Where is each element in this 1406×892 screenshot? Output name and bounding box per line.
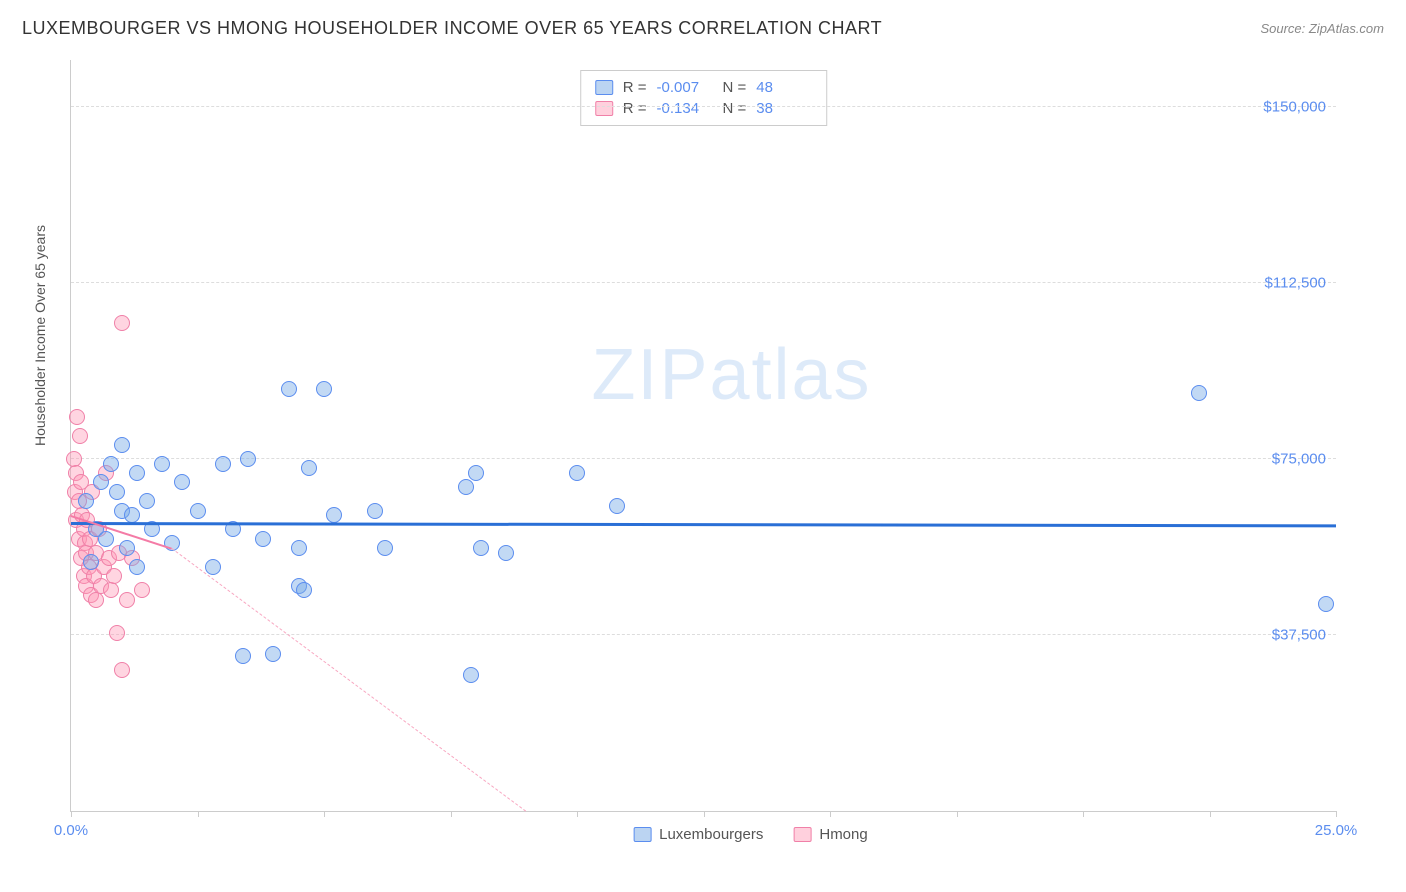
data-point [119,540,135,556]
data-point [291,540,307,556]
y-tick-label: $112,500 [1265,274,1326,291]
data-point [98,531,114,547]
data-point [255,531,271,547]
data-point [235,648,251,664]
data-point [114,437,130,453]
legend-item-luxembourgers: Luxembourgers [633,826,763,843]
x-tick [577,811,578,817]
data-point [473,540,489,556]
data-point [301,460,317,476]
scatter-plot: ZIPatlas R = -0.007 N = 48 R = -0.134 N … [70,60,1336,812]
x-tick [451,811,452,817]
data-point [78,493,94,509]
data-point [367,503,383,519]
data-point [468,465,484,481]
y-tick-label: $75,000 [1272,450,1326,467]
data-point [88,592,104,608]
correlation-legend: R = -0.007 N = 48 R = -0.134 N = 38 [580,70,828,126]
data-point [1191,385,1207,401]
data-point [109,484,125,500]
data-point [215,456,231,472]
x-tick [1083,811,1084,817]
data-point [609,498,625,514]
data-point [498,545,514,561]
data-point [139,493,155,509]
data-point [103,456,119,472]
x-tick [704,811,705,817]
watermark-logo: ZIPatlas [591,334,871,416]
data-point [1318,596,1334,612]
x-tick [198,811,199,817]
data-point [240,451,256,467]
data-point [129,559,145,575]
series-legend: Luxembourgers Hmong [633,826,868,843]
data-point [154,456,170,472]
x-tick-label: 25.0% [1315,822,1358,839]
data-point [72,428,88,444]
swatch-blue-icon [633,827,651,842]
x-tick [71,811,72,817]
data-point [129,465,145,481]
swatch-blue-icon [595,80,613,95]
data-point [124,507,140,523]
data-point [463,667,479,683]
trend-line [71,522,1336,527]
data-point [281,381,297,397]
data-point [265,646,281,662]
x-tick [830,811,831,817]
data-point [316,381,332,397]
y-tick-label: $37,500 [1272,626,1326,643]
data-point [296,582,312,598]
data-point [114,315,130,331]
gridline [71,634,1336,635]
data-point [114,662,130,678]
data-point [83,554,99,570]
data-point [93,474,109,490]
data-point [569,465,585,481]
gridline [71,106,1336,107]
legend-item-hmong: Hmong [793,826,867,843]
data-point [119,592,135,608]
data-point [103,582,119,598]
data-point [377,540,393,556]
data-point [190,503,206,519]
data-point [326,507,342,523]
chart-area: Householder Income Over 65 years ZIPatla… [50,50,1376,842]
swatch-pink-icon [595,101,613,116]
source-attribution: Source: ZipAtlas.com [1260,21,1384,36]
x-tick-label: 0.0% [54,822,88,839]
swatch-pink-icon [793,827,811,842]
data-point [205,559,221,575]
data-point [69,409,85,425]
chart-title: LUXEMBOURGER VS HMONG HOUSEHOLDER INCOME… [22,18,882,39]
x-tick [1336,811,1337,817]
x-tick [957,811,958,817]
data-point [458,479,474,495]
gridline [71,282,1336,283]
data-point [134,582,150,598]
x-tick [324,811,325,817]
data-point [109,625,125,641]
data-point [174,474,190,490]
y-tick-label: $150,000 [1263,98,1326,115]
chart-header: LUXEMBOURGER VS HMONG HOUSEHOLDER INCOME… [22,18,1384,39]
data-point [106,568,122,584]
legend-row-hmong: R = -0.134 N = 38 [595,98,813,119]
gridline [71,458,1336,459]
legend-row-luxembourgers: R = -0.007 N = 48 [595,77,813,98]
x-tick [1210,811,1211,817]
y-axis-label: Householder Income Over 65 years [32,225,48,446]
